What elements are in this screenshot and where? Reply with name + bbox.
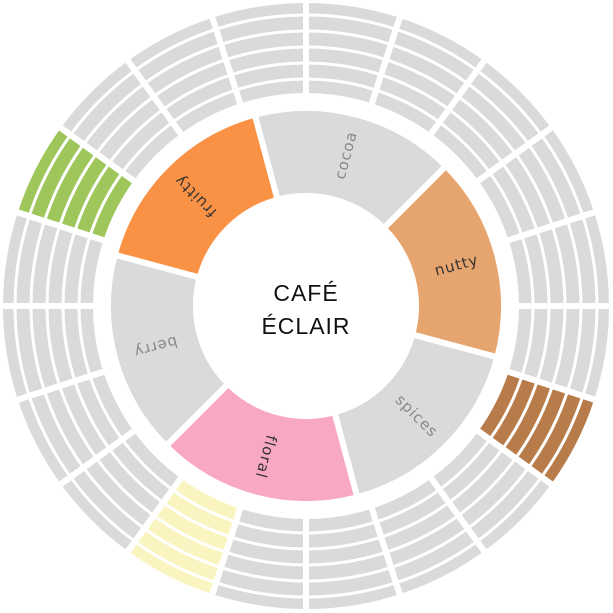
center-title-line2: ÉCLAIR (261, 313, 350, 339)
outer-divider (472, 425, 557, 490)
inner-ring (105, 105, 507, 507)
outer-divider (502, 207, 600, 245)
outer-divider (425, 55, 490, 140)
outer-divider (367, 502, 405, 600)
outer-divider (122, 472, 187, 557)
center-title: CAFÉ ÉCLAIR (261, 280, 350, 339)
outer-divider (472, 122, 557, 187)
outer-divider (12, 207, 110, 245)
outer-divider (367, 12, 405, 110)
outer-divider (12, 367, 110, 405)
outer-divider (55, 122, 140, 187)
outer-divider (502, 367, 600, 405)
center-title-line1: CAFÉ (273, 280, 338, 306)
outer-divider (425, 472, 490, 557)
outer-divider (122, 55, 187, 140)
outer-divider (207, 12, 245, 110)
outer-divider (55, 425, 140, 490)
inner-segment-fruitty[interactable] (111, 111, 282, 282)
outer-divider (207, 502, 245, 600)
